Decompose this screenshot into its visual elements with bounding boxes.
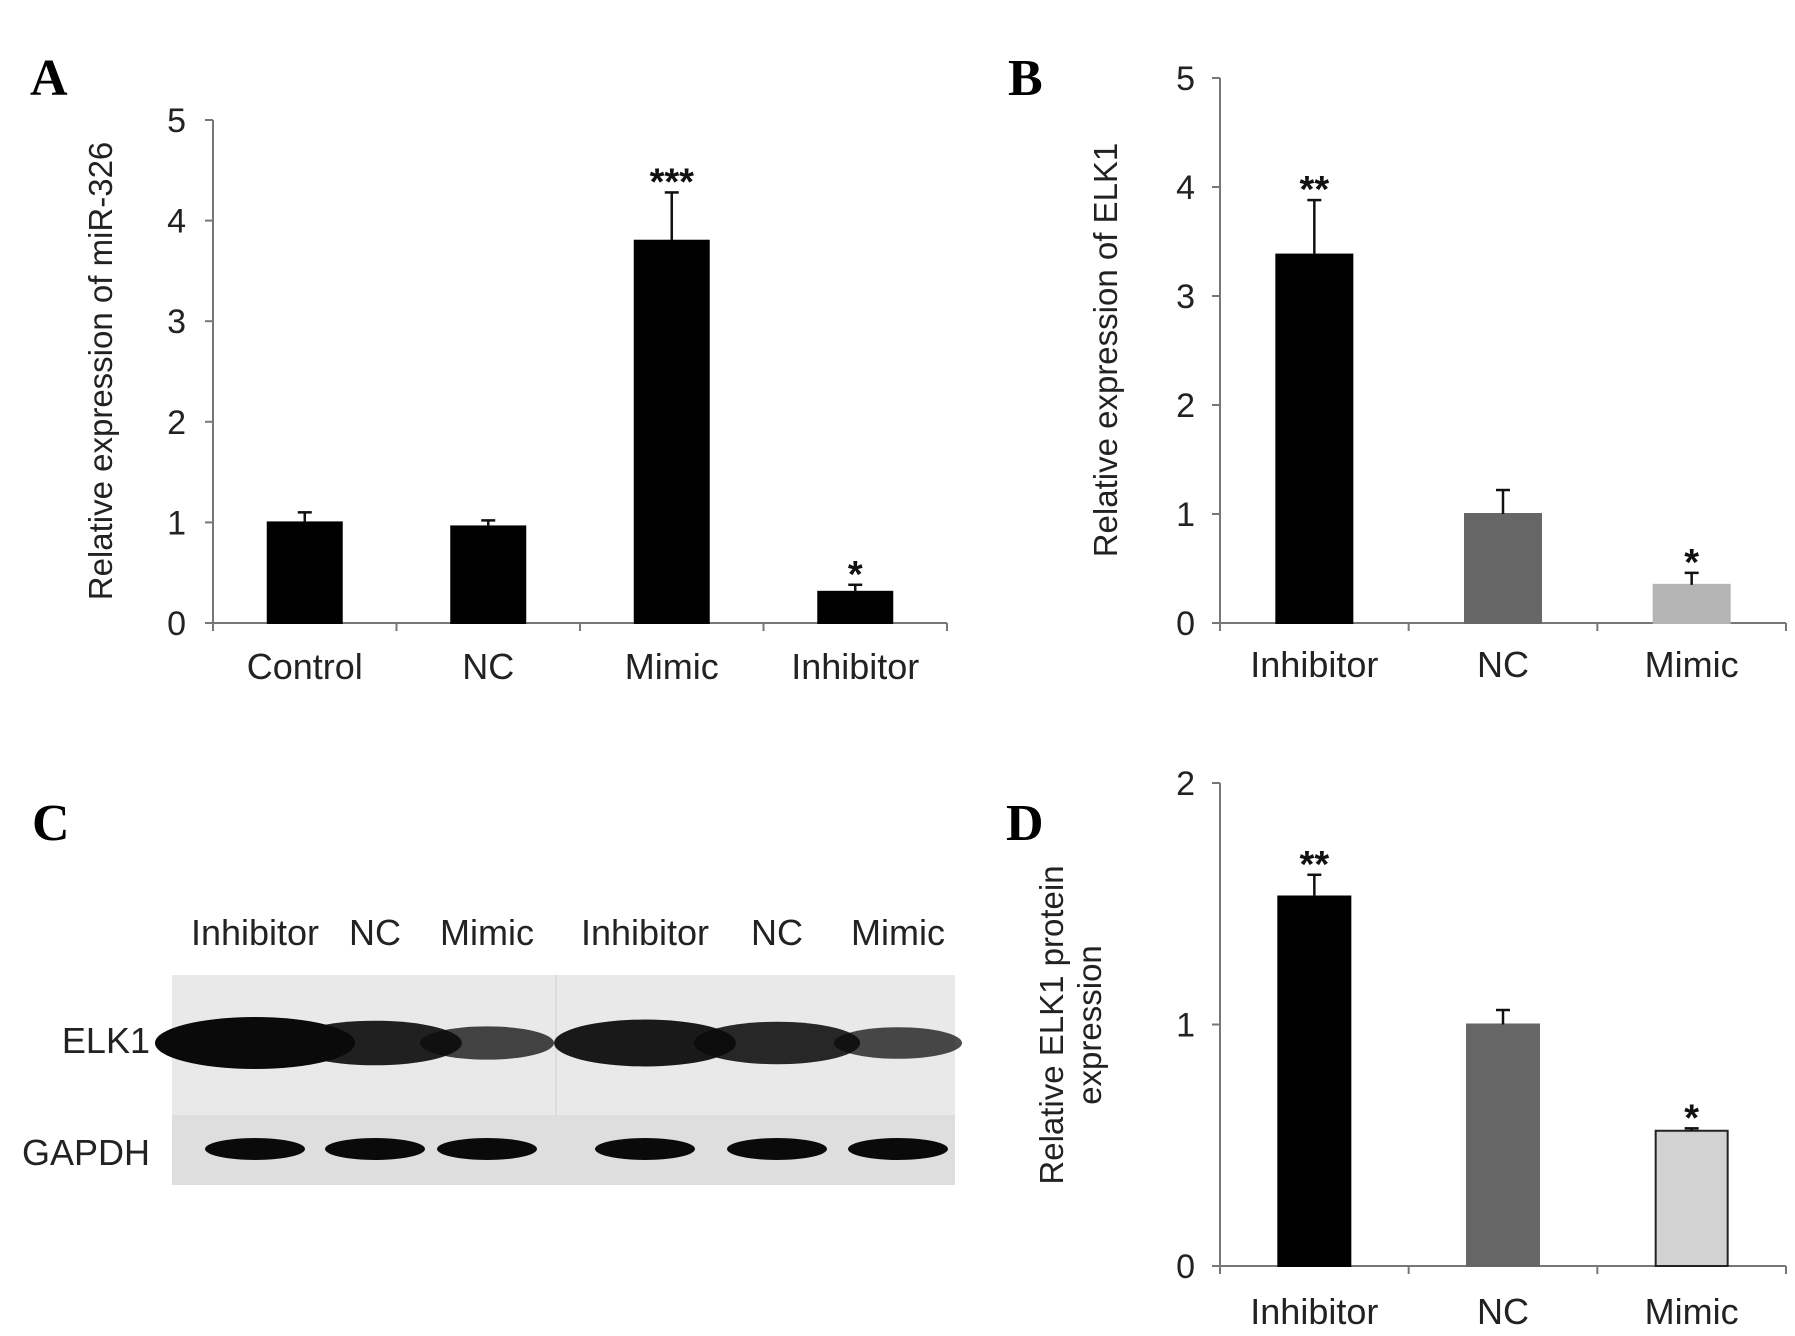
bar bbox=[1464, 513, 1542, 624]
western-blot: Inhibitor NC Mimic Inhibitor NC Mimic EL… bbox=[22, 912, 962, 1185]
y-axis-label: Relative expression of ELK1 bbox=[1087, 143, 1124, 558]
y-axis-label-line: expression bbox=[1071, 945, 1108, 1105]
y-axis-label-line: Relative expression of miR-326 bbox=[82, 142, 119, 601]
elk1-band bbox=[554, 1019, 736, 1067]
category-label: NC bbox=[1477, 1291, 1529, 1332]
gapdh-band bbox=[325, 1138, 425, 1160]
category-label: Mimic bbox=[1645, 644, 1739, 685]
elk1-band bbox=[420, 1026, 554, 1060]
y-tick-label: 2 bbox=[167, 404, 186, 442]
category-label: Control bbox=[247, 646, 363, 687]
blot-row-label-gapdh: GAPDH bbox=[22, 1132, 150, 1173]
y-tick-label: 0 bbox=[1176, 1248, 1195, 1286]
gapdh-band bbox=[595, 1138, 695, 1160]
significance-marker: ** bbox=[1300, 844, 1330, 886]
blot-lane-label: Inhibitor bbox=[191, 912, 319, 953]
bar bbox=[450, 525, 527, 625]
blot-row-label-elk1: ELK1 bbox=[62, 1020, 150, 1061]
elk1-band bbox=[288, 1020, 462, 1066]
y-axis-label: Relative expression of miR-326 bbox=[82, 142, 119, 601]
bar bbox=[817, 590, 894, 625]
y-tick-label: 1 bbox=[1176, 1007, 1195, 1045]
blot-lane-label: Mimic bbox=[851, 912, 945, 953]
y-tick-label: 4 bbox=[167, 203, 186, 241]
category-label: Inhibitor bbox=[1250, 644, 1378, 685]
category-label: NC bbox=[1477, 644, 1529, 685]
y-tick-label: 5 bbox=[167, 102, 186, 140]
panel-label-a: A bbox=[30, 50, 68, 107]
chart-panel-d: 0 1 2 ** Inhibitor NC * Mimic Relative ELK1 prot… bbox=[1033, 765, 1787, 1332]
y-tick-label: 3 bbox=[1176, 278, 1195, 316]
y-tick-label: 3 bbox=[167, 303, 186, 341]
y-axis-label: Relative ELK1 proteinexpression bbox=[1033, 865, 1108, 1184]
significance-marker: * bbox=[1684, 542, 1699, 584]
gapdh-band bbox=[848, 1138, 948, 1160]
category-label: Mimic bbox=[1645, 1291, 1739, 1332]
y-axis-label-line: Relative expression of ELK1 bbox=[1087, 143, 1124, 558]
chart-panel-b: 0 1 2 3 4 5 ** Inhibitor NC * Mimic Relative expres… bbox=[1087, 60, 1787, 685]
bar bbox=[1466, 1023, 1540, 1267]
panel-label-b: B bbox=[1008, 50, 1043, 107]
y-tick-label: 2 bbox=[1176, 765, 1195, 803]
bar bbox=[1652, 583, 1731, 624]
bar bbox=[266, 521, 343, 625]
gapdh-band bbox=[437, 1138, 537, 1160]
blot-lane-label: NC bbox=[751, 912, 803, 953]
bar bbox=[633, 239, 710, 624]
y-tick-label: 1 bbox=[1176, 496, 1195, 534]
y-tick-label: 5 bbox=[1176, 60, 1195, 98]
y-tick-label: 0 bbox=[167, 605, 186, 643]
panel-label-c: C bbox=[32, 795, 70, 852]
y-tick-label: 2 bbox=[1176, 387, 1195, 425]
elk1-band bbox=[834, 1027, 962, 1059]
y-tick-label: 4 bbox=[1176, 169, 1195, 207]
category-label: NC bbox=[462, 646, 514, 687]
significance-marker: * bbox=[1684, 1097, 1699, 1139]
significance-marker: * bbox=[848, 554, 863, 596]
y-tick-label: 0 bbox=[1176, 605, 1195, 643]
y-tick-label: 1 bbox=[167, 504, 186, 542]
gapdh-band bbox=[727, 1138, 827, 1160]
blot-lane-label: Mimic bbox=[440, 912, 534, 953]
category-label: Inhibitor bbox=[791, 646, 919, 687]
chart-panel-a: 0 1 2 3 4 5 Control NC *** Mimic * Inhibitor Relativ… bbox=[82, 102, 948, 687]
bar bbox=[1275, 253, 1354, 625]
elk1-band bbox=[693, 1021, 861, 1065]
significance-marker: ** bbox=[1300, 169, 1330, 211]
panel-label-d: D bbox=[1006, 795, 1044, 852]
y-axis-label-line: Relative ELK1 protein bbox=[1033, 865, 1070, 1184]
bar bbox=[1277, 895, 1352, 1267]
blot-lane-label: Inhibitor bbox=[581, 912, 709, 953]
significance-marker: *** bbox=[650, 161, 695, 203]
gapdh-band bbox=[205, 1138, 305, 1160]
category-label: Mimic bbox=[625, 646, 719, 687]
blot-lane-label: NC bbox=[349, 912, 401, 953]
bar bbox=[1654, 1129, 1729, 1268]
category-label: Inhibitor bbox=[1250, 1291, 1378, 1332]
